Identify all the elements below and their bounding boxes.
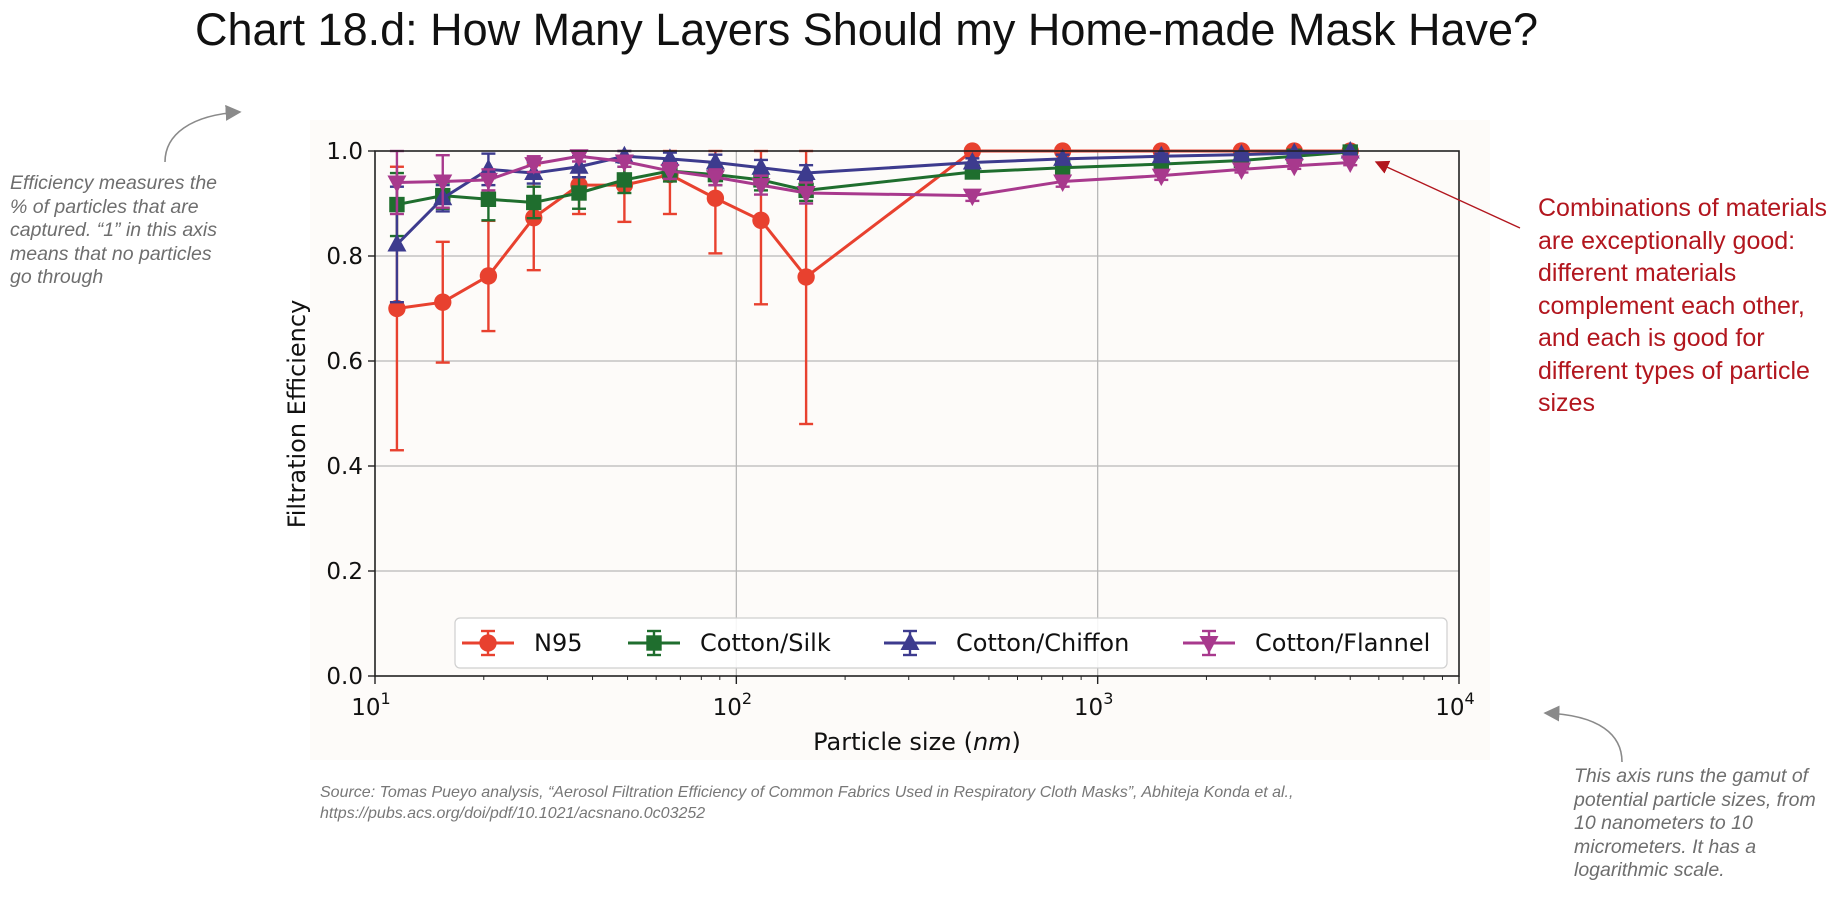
data-point bbox=[524, 157, 544, 175]
x-tick-exponent: 1 bbox=[381, 689, 391, 708]
data-point bbox=[478, 172, 498, 191]
data-point bbox=[751, 157, 771, 175]
legend-label: Cotton/Chiffon bbox=[956, 629, 1129, 657]
y-tick-label: 0.8 bbox=[326, 244, 363, 270]
legend: N95 Cotton/Silk Cotton/Chiffon Cotton/Flann… bbox=[454, 617, 1448, 669]
y-tick-label: 0.2 bbox=[326, 559, 363, 585]
data-point bbox=[796, 186, 816, 204]
legend-item: Cotton/Flannel bbox=[1183, 629, 1430, 657]
legend-label: Cotton/Flannel bbox=[1255, 629, 1430, 657]
legend-box bbox=[454, 617, 1448, 669]
y-tick-label: 0.6 bbox=[326, 349, 363, 375]
data-point bbox=[1053, 148, 1073, 166]
legend-item: N95 bbox=[462, 629, 583, 657]
data-point bbox=[526, 194, 542, 211]
x-tick-label: 101 bbox=[351, 689, 390, 721]
left-annotation: Efficiency measures the % of particles t… bbox=[10, 172, 218, 288]
data-point bbox=[388, 299, 406, 318]
x-tick-base: 10 bbox=[1074, 695, 1103, 721]
legend-label: N95 bbox=[534, 629, 583, 657]
data-point bbox=[705, 170, 725, 188]
data-point bbox=[1340, 141, 1360, 159]
data-point bbox=[1231, 144, 1251, 162]
data-point bbox=[796, 162, 816, 181]
data-point bbox=[752, 211, 770, 229]
data-point bbox=[480, 191, 497, 207]
source-note: Source: Tomas Pueyo analysis, “Aerosol F… bbox=[320, 782, 1420, 824]
data-point bbox=[751, 178, 771, 196]
x-tick-exponent: 4 bbox=[1465, 689, 1475, 708]
data-point bbox=[1231, 162, 1251, 180]
page-title: Chart 18.d: How Many Layers Should my Ho… bbox=[195, 4, 1539, 55]
x-tick-base: 10 bbox=[713, 695, 742, 721]
legend-label: Cotton/Silk bbox=[700, 629, 831, 657]
data-point bbox=[660, 148, 680, 166]
data-point bbox=[1340, 155, 1360, 174]
data-point bbox=[571, 185, 587, 201]
series-cotton-flannel bbox=[387, 149, 1360, 216]
bottom-note-arrow bbox=[1543, 705, 1623, 763]
data-point bbox=[1284, 158, 1304, 177]
legend-marker bbox=[479, 634, 497, 652]
x-axis-label: Particle size (nm) bbox=[813, 728, 1021, 756]
source-line-2: https://pubs.acs.org/doi/pdf/10.1021/acs… bbox=[320, 805, 706, 822]
legend-item: Cotton/Chiffon bbox=[884, 629, 1129, 657]
x-tick-base: 10 bbox=[351, 695, 380, 721]
x-tick-label: 104 bbox=[1435, 689, 1474, 721]
legend-marker bbox=[646, 635, 662, 651]
data-point bbox=[433, 174, 453, 192]
data-point bbox=[1151, 168, 1171, 187]
right-annotation: Combinations of materials are exceptiona… bbox=[1538, 194, 1828, 417]
source-line-1: Source: Tomas Pueyo analysis, “Aerosol F… bbox=[320, 784, 1294, 801]
right-note-arrow bbox=[1374, 160, 1521, 229]
x-tick-label: 103 bbox=[1074, 689, 1113, 721]
series-line bbox=[396, 154, 1351, 198]
data-point bbox=[434, 293, 452, 311]
y-tick-label: 0.0 bbox=[326, 664, 363, 690]
data-point bbox=[387, 175, 407, 193]
y-tick-label: 0.4 bbox=[326, 454, 363, 480]
data-point bbox=[706, 189, 725, 207]
legend-marker bbox=[900, 632, 920, 650]
data-point bbox=[478, 158, 498, 177]
data-point bbox=[1151, 145, 1171, 164]
data-point bbox=[569, 149, 589, 167]
series-group bbox=[387, 141, 1360, 452]
x-tick-base: 10 bbox=[1435, 695, 1464, 721]
x-tick-exponent: 3 bbox=[1103, 689, 1113, 708]
x-tick-label: 102 bbox=[713, 689, 752, 721]
data-point bbox=[387, 233, 407, 252]
y-axis-label: Filtration Efficiency bbox=[283, 300, 311, 529]
y-tick-label: 1.0 bbox=[326, 139, 363, 165]
data-point bbox=[797, 268, 815, 286]
bottom-annotation: This axis runs the gamut of potential pa… bbox=[1574, 765, 1816, 881]
plot-frame bbox=[374, 150, 1460, 677]
grid bbox=[375, 151, 1459, 676]
legend-item: Cotton/Silk bbox=[628, 629, 831, 657]
series-line bbox=[396, 150, 1351, 207]
legend-marker bbox=[1199, 636, 1219, 654]
data-point bbox=[962, 188, 982, 207]
data-point bbox=[962, 152, 982, 170]
data-point bbox=[614, 154, 634, 172]
data-point bbox=[1053, 174, 1073, 192]
data-point bbox=[660, 163, 680, 182]
x-tick-exponent: 2 bbox=[742, 689, 752, 708]
data-point bbox=[705, 152, 725, 170]
data-point bbox=[479, 267, 498, 285]
data-point bbox=[616, 172, 633, 188]
left-note-arrow bbox=[164, 104, 242, 163]
